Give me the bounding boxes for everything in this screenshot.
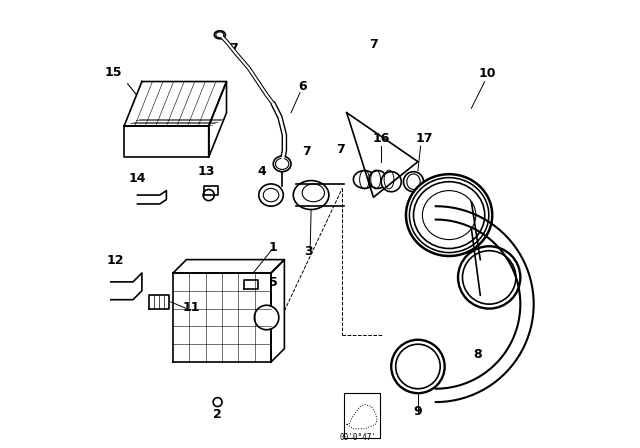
- Ellipse shape: [213, 398, 222, 406]
- Ellipse shape: [214, 31, 225, 39]
- Ellipse shape: [259, 184, 284, 206]
- Text: 00'0°47': 00'0°47': [339, 433, 376, 442]
- Text: 13: 13: [198, 165, 215, 178]
- Polygon shape: [244, 280, 258, 289]
- Text: 7: 7: [229, 42, 237, 55]
- Ellipse shape: [203, 190, 214, 201]
- Polygon shape: [138, 190, 166, 204]
- Text: 15: 15: [104, 66, 122, 79]
- Ellipse shape: [254, 305, 279, 330]
- Polygon shape: [271, 260, 284, 362]
- Polygon shape: [124, 126, 209, 157]
- Polygon shape: [204, 186, 218, 195]
- Text: 3: 3: [305, 245, 313, 258]
- Text: 6: 6: [298, 81, 307, 94]
- Polygon shape: [472, 202, 480, 295]
- Text: 11: 11: [182, 301, 200, 314]
- Polygon shape: [173, 273, 271, 362]
- Text: 5: 5: [269, 276, 278, 289]
- Text: 8: 8: [474, 348, 483, 361]
- Ellipse shape: [409, 177, 489, 253]
- Ellipse shape: [403, 172, 424, 192]
- Text: 7: 7: [369, 38, 378, 51]
- Polygon shape: [296, 184, 344, 206]
- Polygon shape: [173, 260, 284, 273]
- Text: 17: 17: [416, 132, 433, 145]
- Text: 1: 1: [269, 241, 278, 254]
- Polygon shape: [209, 82, 227, 157]
- Ellipse shape: [369, 171, 387, 188]
- Ellipse shape: [381, 172, 401, 192]
- Polygon shape: [148, 295, 168, 309]
- Text: 16: 16: [372, 132, 390, 145]
- Text: 14: 14: [129, 172, 146, 185]
- Text: 7: 7: [302, 145, 311, 158]
- Ellipse shape: [353, 171, 376, 188]
- Text: 12: 12: [106, 254, 124, 267]
- Text: 9: 9: [413, 405, 422, 418]
- Text: 2: 2: [213, 408, 222, 421]
- Ellipse shape: [273, 156, 291, 172]
- Ellipse shape: [458, 246, 520, 309]
- Ellipse shape: [391, 340, 445, 393]
- Text: 10: 10: [478, 67, 496, 80]
- Polygon shape: [111, 273, 142, 300]
- Text: 4: 4: [258, 165, 266, 178]
- Polygon shape: [124, 82, 227, 126]
- Text: 7: 7: [335, 143, 344, 156]
- Ellipse shape: [293, 181, 329, 210]
